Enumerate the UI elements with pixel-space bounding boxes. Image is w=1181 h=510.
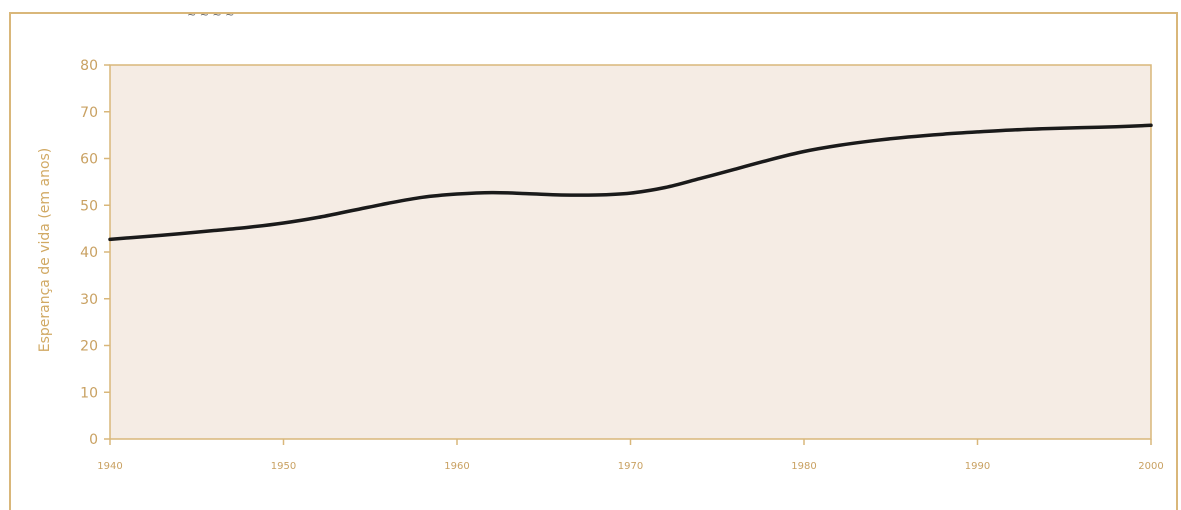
y-tick-label: 0: [89, 432, 98, 448]
y-tick-label: 80: [80, 58, 98, 74]
x-tick-label: 1980: [791, 461, 816, 472]
x-tick-label: 1960: [444, 461, 469, 472]
x-tick-label: 2000: [1138, 461, 1163, 472]
y-tick-label: 70: [80, 105, 98, 121]
x-axis: 1940 1950 1960 1970 1980 1990 2000: [97, 439, 1163, 472]
x-tick-label: 1970: [618, 461, 643, 472]
plot-area: [110, 65, 1151, 439]
y-axis: 0 10 20 30 40 50 60 70 80: [80, 58, 110, 448]
x-tick-label: 1940: [97, 461, 122, 472]
y-tick-label: 20: [80, 339, 98, 355]
y-tick-label: 10: [80, 385, 98, 401]
y-tick-label: 40: [80, 245, 98, 261]
y-tick-label: 60: [80, 152, 98, 168]
y-tick-label: 50: [80, 198, 98, 214]
y-axis-title: Esperança de vida (em anos): [37, 148, 53, 353]
x-tick-label: 1990: [965, 461, 990, 472]
y-tick-label: 30: [80, 292, 98, 308]
x-tick-label: 1950: [271, 461, 296, 472]
